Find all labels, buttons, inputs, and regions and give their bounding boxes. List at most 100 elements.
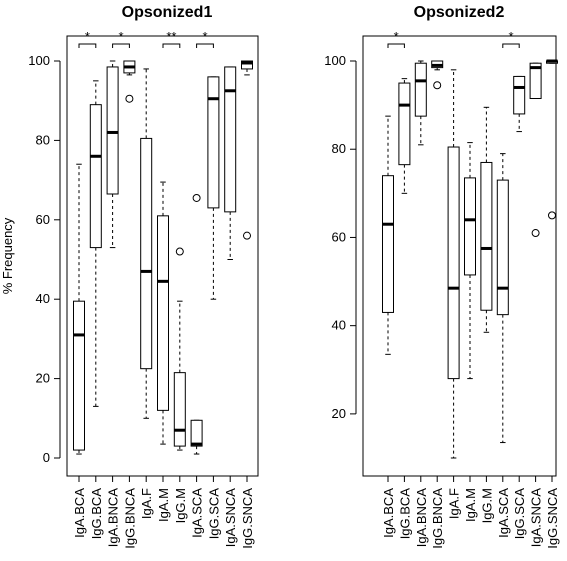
- outlier-point: [243, 231, 251, 240]
- box-IgA.BNCA: [414, 60, 427, 146]
- y-tick-label: 40: [36, 291, 50, 306]
- box-IgG.BNCA: [431, 60, 444, 90]
- bracket-line: [112, 43, 130, 48]
- x-tick-label: IgG.BNCA: [122, 488, 137, 549]
- box-iqr: [464, 177, 476, 276]
- y-tick-label: 60: [36, 212, 50, 227]
- box-IgA.BCA: [382, 115, 394, 355]
- box-iqr: [241, 60, 253, 70]
- box-iqr: [398, 82, 411, 166]
- y-tick-label: 20: [36, 371, 50, 386]
- box-iqr: [157, 215, 169, 411]
- outlier-point: [192, 193, 201, 202]
- outlier-point: [548, 211, 556, 220]
- y-tick-label: 20: [332, 406, 346, 421]
- significance-bracket: *: [78, 29, 97, 48]
- bracket-line: [162, 43, 181, 48]
- x-tick-label: IgA.BCA: [381, 488, 396, 538]
- significance-label: *: [202, 29, 207, 44]
- x-tick-label: IgA.SCA: [190, 488, 205, 538]
- box-iqr: [447, 146, 460, 380]
- significance-label: **: [166, 29, 176, 44]
- box-iqr: [496, 179, 509, 316]
- outlier-point: [175, 247, 184, 256]
- box-IgA.SNCA: [529, 62, 542, 238]
- box-IgG.M: [480, 106, 493, 333]
- y-tick-label: 0: [43, 450, 50, 465]
- x-tick-label: IgG.M: [479, 488, 494, 523]
- chart-title: Opsonized2: [414, 4, 505, 21]
- x-tick-label: IgA.F: [139, 488, 154, 519]
- box-iqr: [382, 175, 394, 313]
- y-tick-label: 80: [36, 132, 50, 147]
- x-tick-label: IgG.BCA: [89, 488, 104, 540]
- x-tick-label: IgA.SCA: [496, 488, 511, 538]
- x-tick-label: IgG.SNCA: [240, 488, 255, 549]
- box-IgA.BNCA: [106, 60, 119, 249]
- y-tick-label: 80: [332, 141, 346, 156]
- significance-label: *: [508, 29, 513, 44]
- panel-1: Opsonized1 0 20 40 60 80 100 % Frequency IgA.BCA…: [0, 4, 259, 549]
- chart-title: Opsonized1: [122, 4, 213, 21]
- box-IgG.BCA: [89, 80, 102, 407]
- significance-label: *: [85, 29, 90, 44]
- box-iqr: [529, 62, 542, 99]
- outlier-point: [531, 229, 540, 238]
- box-IgA.F: [140, 68, 153, 419]
- box-IgG.SNCA: [241, 60, 253, 240]
- box-iqr: [513, 75, 526, 115]
- x-tick-label: IgG.M: [173, 488, 188, 523]
- box-iqr: [89, 104, 102, 249]
- x-tick-label: IgG.SCA: [206, 488, 221, 540]
- box-iqr: [224, 66, 237, 213]
- bracket-line: [502, 43, 520, 48]
- y-tick-label: 40: [332, 318, 346, 333]
- significance-bracket: **: [162, 29, 181, 48]
- significance-bracket: *: [502, 29, 520, 48]
- x-tick-label: IgA.M: [463, 488, 478, 522]
- box-iqr: [140, 137, 153, 370]
- box-IgG.BNCA: [123, 60, 136, 103]
- box-IgG.M: [173, 247, 186, 451]
- significance-bracket: *: [196, 29, 214, 48]
- box-IgA.SNCA: [224, 66, 237, 260]
- significance-label: *: [118, 29, 123, 44]
- bracket-line: [387, 43, 405, 48]
- box-IgA.SCA: [190, 193, 203, 455]
- box-IgG.SCA: [513, 75, 526, 133]
- box-iqr: [414, 62, 427, 117]
- x-tick-label: IgA.M: [156, 488, 171, 522]
- x-tick-label: IgA.SNCA: [529, 488, 544, 548]
- box-iqr: [106, 66, 119, 195]
- box-iqr: [190, 419, 203, 447]
- box-iqr: [173, 372, 186, 447]
- box-iqr: [207, 76, 220, 209]
- x-tick-label: IgA.BCA: [72, 488, 87, 538]
- box-IgG.BCA: [398, 78, 411, 194]
- box-iqr: [480, 161, 493, 311]
- bracket-line: [78, 43, 97, 48]
- x-tick-label: IgG.SCA: [512, 488, 527, 540]
- x-tick-label: IgA.BNCA: [106, 488, 121, 548]
- y-tick-label: 100: [28, 53, 50, 68]
- y-axis-label: % Frequency: [0, 217, 15, 294]
- significance-bracket: *: [387, 29, 405, 48]
- significance-bracket: *: [112, 29, 130, 48]
- box-IgG.SNCA: [546, 59, 558, 220]
- box-IgA.F: [447, 69, 460, 459]
- bracket-line: [196, 43, 214, 48]
- box-IgG.SCA: [207, 76, 220, 300]
- box-iqr: [73, 300, 85, 451]
- outlier-point: [433, 81, 442, 90]
- box-IgA.BCA: [73, 163, 85, 455]
- box-IgA.M: [464, 142, 476, 380]
- y-tick-label: 60: [332, 229, 346, 244]
- x-tick-label: IgG.SNCA: [545, 488, 560, 549]
- panel-2: Opsonized2 20 40 60 80 100 IgA.BCA IgG.BCA IgA.B…: [324, 4, 560, 549]
- box-IgA.SCA: [496, 153, 509, 444]
- x-tick-label: IgA.F: [447, 488, 462, 519]
- x-tick-label: IgA.SNCA: [223, 488, 238, 548]
- x-tick-label: IgA.BNCA: [414, 488, 429, 548]
- outlier-point: [125, 94, 134, 103]
